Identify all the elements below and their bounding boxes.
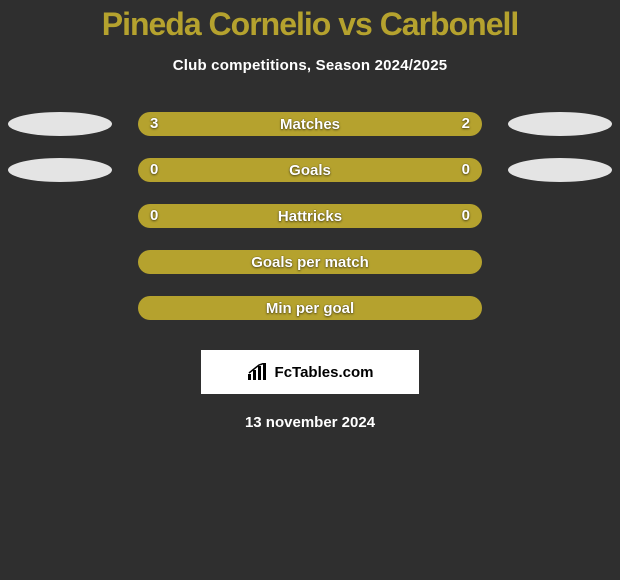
- stat-bar: Goals: [138, 158, 482, 182]
- stat-bar: Min per goal: [138, 296, 482, 320]
- source-badge-text: FcTables.com: [275, 364, 374, 381]
- stat-value-right: 0: [462, 204, 470, 228]
- stat-label: Hattricks: [278, 208, 342, 225]
- stat-row: Min per goal: [0, 296, 620, 320]
- stat-value-right: 2: [462, 112, 470, 136]
- comparison-infographic: Pineda Cornelio vs Carbonell Club compet…: [0, 0, 620, 580]
- stat-row: Matches 3 2: [0, 112, 620, 136]
- stat-value-left: 0: [150, 204, 158, 228]
- stat-value-left: 0: [150, 158, 158, 182]
- stat-bar: Hattricks: [138, 204, 482, 228]
- footer-date: 13 november 2024: [0, 414, 620, 431]
- bar-chart-icon: [247, 363, 269, 381]
- player-left-marker: [8, 158, 112, 182]
- stat-bar: Matches: [138, 112, 482, 136]
- player-right-marker: [508, 158, 612, 182]
- stat-value-right: 0: [462, 158, 470, 182]
- stat-row: Hattricks 0 0: [0, 204, 620, 228]
- source-badge: FcTables.com: [201, 350, 419, 394]
- player-left-marker: [8, 112, 112, 136]
- stat-label: Min per goal: [266, 300, 354, 317]
- stat-bar: Goals per match: [138, 250, 482, 274]
- stat-row: Goals 0 0: [0, 158, 620, 182]
- subtitle: Club competitions, Season 2024/2025: [0, 57, 620, 74]
- stat-label: Goals per match: [251, 254, 369, 271]
- stat-label: Matches: [280, 116, 340, 133]
- stat-label: Goals: [289, 162, 331, 179]
- stat-row: Goals per match: [0, 250, 620, 274]
- page-title: Pineda Cornelio vs Carbonell: [0, 0, 620, 43]
- stat-value-left: 3: [150, 112, 158, 136]
- player-right-marker: [508, 112, 612, 136]
- stat-rows: Matches 3 2 Goals 0 0 Hattricks 0 0 Goals per mat…: [0, 112, 620, 320]
